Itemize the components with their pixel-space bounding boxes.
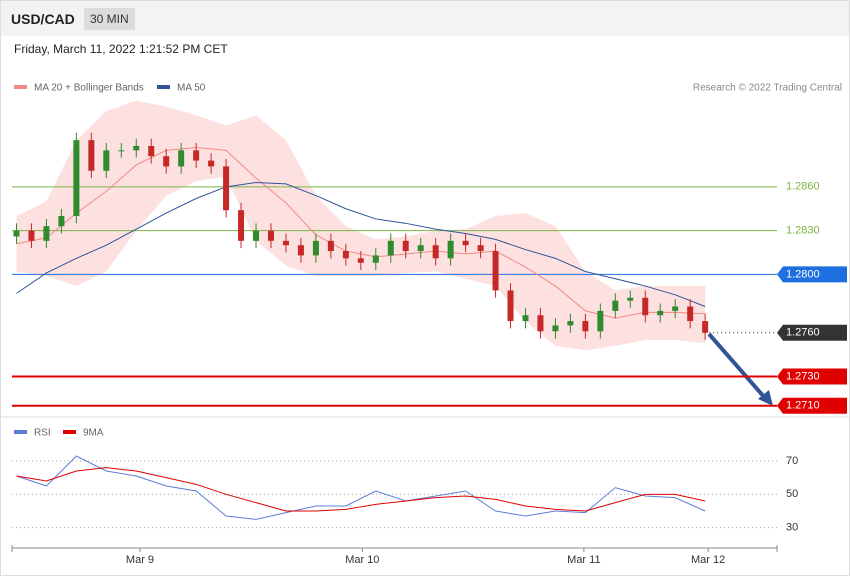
y-tick-label: 50 — [786, 488, 798, 500]
candle-body — [73, 140, 80, 217]
candle-body — [253, 230, 260, 241]
candle-body — [522, 315, 529, 322]
level-label-box — [777, 266, 847, 283]
candle-body — [327, 240, 334, 252]
candle-body — [537, 315, 544, 332]
candle-body — [552, 325, 559, 332]
candle-body — [462, 240, 469, 246]
candle-body — [178, 150, 185, 167]
x-tick-label: Mar 12 — [691, 554, 725, 566]
legend-label: MA 50 — [177, 83, 206, 94]
level-label: 1.2730 — [786, 370, 820, 382]
candle-body — [492, 251, 499, 291]
candle-body — [432, 245, 439, 259]
candle-body — [163, 156, 170, 167]
candle-body — [357, 258, 364, 263]
candle-body — [702, 321, 709, 333]
candle-body — [672, 306, 679, 311]
candle-body — [507, 290, 514, 322]
y-tick-label: 30 — [786, 522, 798, 534]
candle-body — [297, 245, 304, 256]
candle-body — [118, 150, 125, 152]
bollinger-band — [16, 100, 706, 351]
candle-body — [58, 216, 65, 227]
candle-body — [282, 240, 289, 246]
rsi-line — [16, 455, 706, 520]
copyright: Research © 2022 Trading Central — [693, 83, 842, 94]
level-label: 1.2800 — [786, 268, 820, 280]
candle-body — [387, 240, 394, 256]
candle-body — [238, 210, 245, 241]
symbol: USD/CAD — [11, 11, 75, 27]
level-label: 1.2830 — [786, 225, 820, 237]
legend-swatch — [63, 430, 76, 434]
legend-swatch — [14, 430, 27, 434]
ma50-line — [16, 181, 706, 307]
candle-body — [133, 145, 140, 151]
candle-body — [417, 245, 424, 252]
forecast-arrowhead — [758, 390, 773, 406]
candle-body — [582, 321, 589, 332]
level-label-box — [777, 397, 847, 414]
candle-body — [13, 230, 20, 237]
legend-swatch — [14, 85, 27, 89]
x-tick-label: Mar 11 — [567, 554, 600, 566]
header-bar: USD/CAD 30 MIN — [1, 1, 849, 36]
candle-body — [148, 145, 155, 157]
candle-body — [687, 306, 694, 322]
candle-body — [43, 226, 50, 241]
x-tick-label: Mar 10 — [345, 554, 379, 566]
candle-body — [627, 297, 634, 301]
level-label: 1.2710 — [786, 400, 820, 412]
y-tick-label: 70 — [786, 455, 798, 467]
candle-body — [642, 297, 649, 316]
legend-swatch — [157, 85, 170, 89]
candle-body — [223, 166, 230, 211]
candle-body — [447, 240, 454, 259]
legend-label: MA 20 + Bollinger Bands — [34, 83, 144, 94]
candle-body — [612, 300, 619, 311]
candle-body — [88, 140, 95, 171]
forecast-arrow — [707, 332, 767, 400]
level-label-box — [777, 324, 847, 341]
level-label: 1.2860 — [786, 181, 820, 193]
candle-body — [402, 240, 409, 252]
legend-label: RSI — [34, 428, 51, 439]
candle-body — [372, 255, 379, 263]
candle-body — [193, 150, 200, 161]
legend-label: 9MA — [83, 428, 104, 439]
candle-body — [208, 160, 215, 167]
candle-body — [597, 310, 604, 332]
candle-body — [28, 230, 35, 241]
candle-body — [567, 321, 574, 326]
timeframe-button[interactable]: 30 MIN — [84, 8, 135, 30]
candle-body — [267, 230, 274, 241]
candle-body — [477, 245, 484, 252]
rsi-ma-line — [16, 467, 706, 512]
level-label: 1.2760 — [786, 327, 820, 339]
level-label-box — [777, 368, 847, 385]
candle-body — [657, 310, 664, 316]
timestamp: Friday, March 11, 2022 1:21:52 PM CET — [14, 42, 228, 56]
candle-body — [312, 240, 319, 256]
candle-body — [103, 150, 110, 171]
x-tick-label: Mar 9 — [126, 554, 154, 566]
candle-body — [342, 251, 349, 259]
